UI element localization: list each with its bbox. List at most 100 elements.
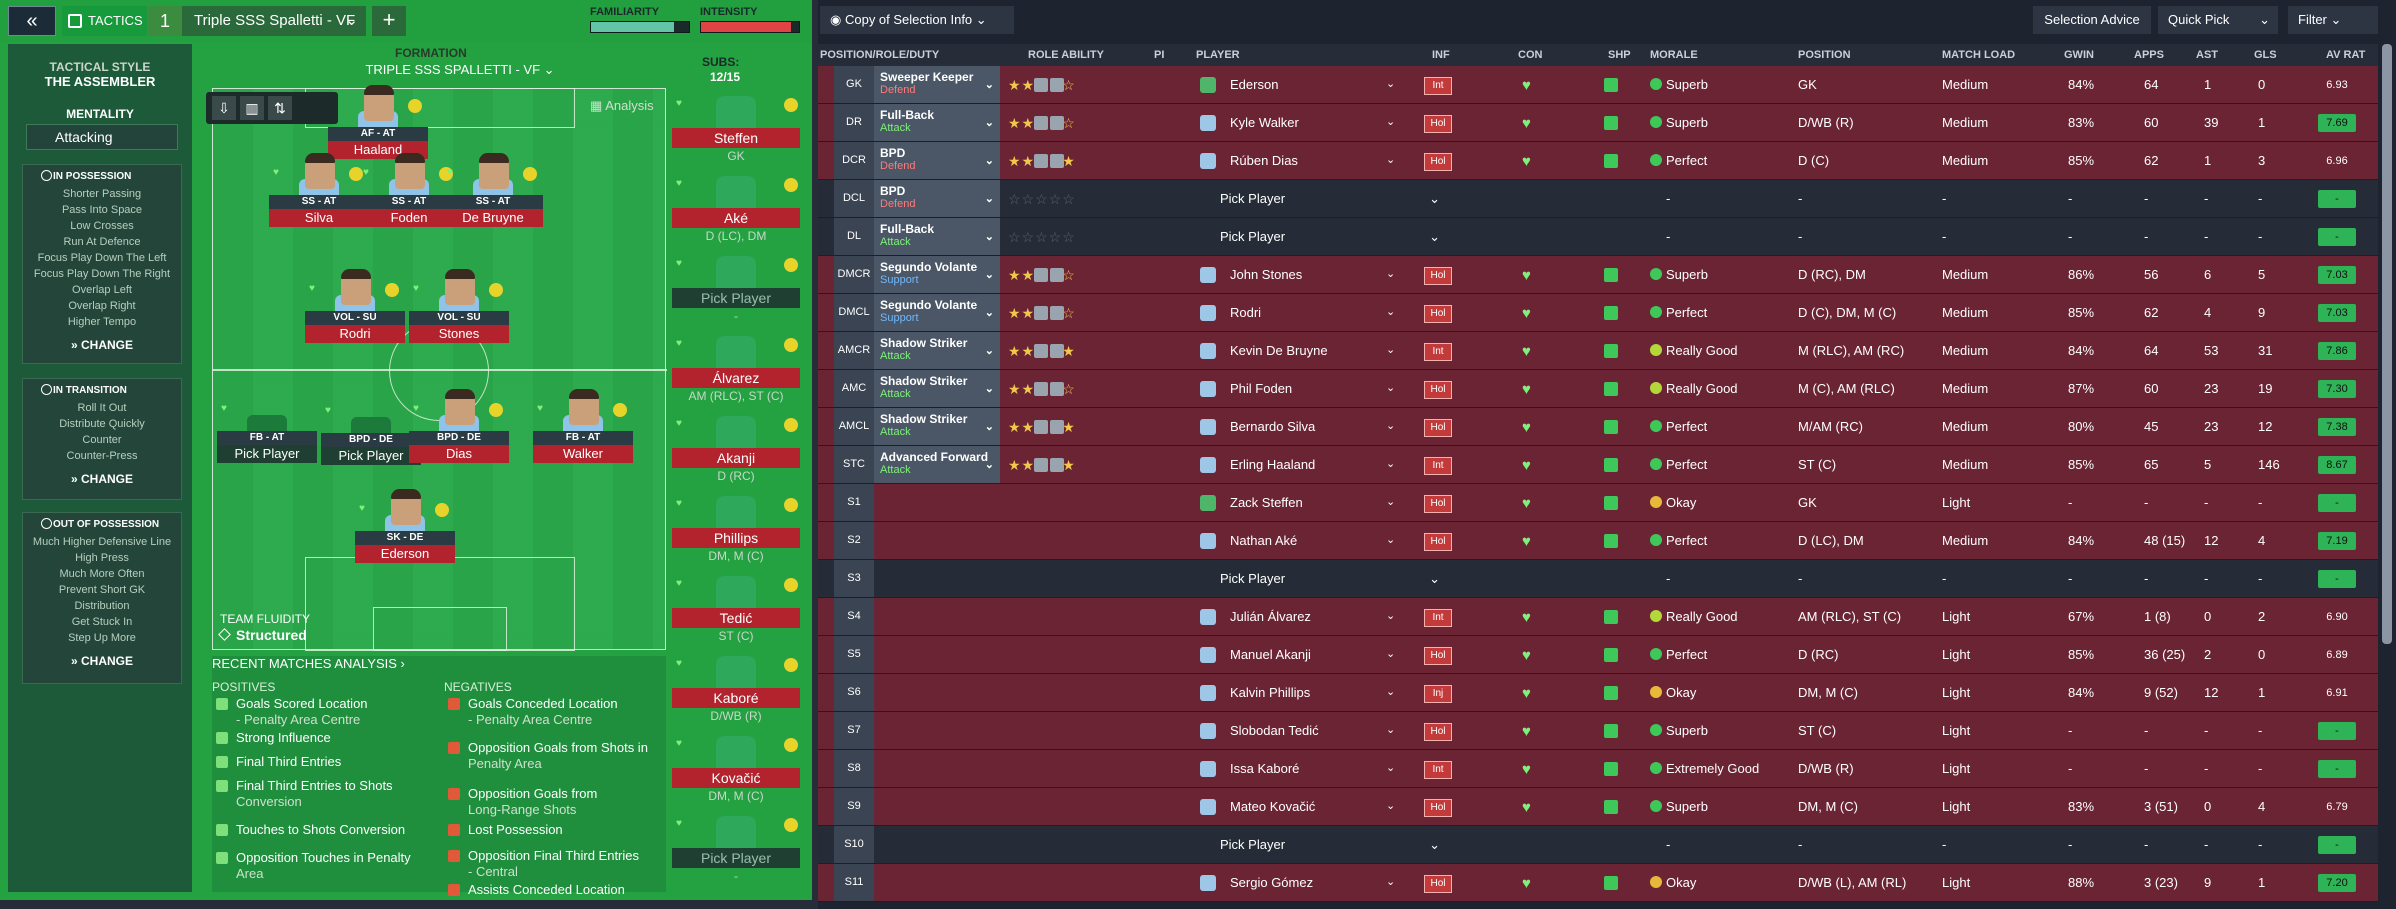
chevron-down-icon[interactable]: ⌄ — [1386, 154, 1396, 166]
sub-name[interactable]: Phillips — [672, 528, 800, 548]
player-instructions-icon[interactable] — [1050, 116, 1064, 130]
table-row[interactable]: S3 Pick Player ⌄ - - - - - - - - — [818, 560, 2378, 598]
sub-player[interactable]: ♥ Steffen GK — [672, 96, 800, 170]
change-out-of-possession-button[interactable]: » CHANGE — [70, 654, 134, 668]
quick-pick-button[interactable]: Quick Pick ⌄ — [2158, 6, 2278, 34]
column-header[interactable]: MATCH LOAD — [1942, 49, 2016, 61]
pick-player-select[interactable]: Pick Player ⌄ — [1220, 571, 1440, 586]
player-name[interactable]: John Stones — [1230, 267, 1303, 282]
team-fluidity-value[interactable]: Structured — [218, 627, 307, 643]
sub-name[interactable]: Pick Player — [672, 288, 800, 308]
pick-player-select[interactable]: Pick Player ⌄ — [1220, 837, 1440, 852]
column-header[interactable]: AST — [2196, 49, 2218, 61]
positive-item[interactable]: Strong Influence — [236, 730, 331, 746]
positive-item[interactable]: Opposition Touches in Penalty Area — [236, 850, 411, 882]
role-duty-select[interactable]: Sweeper Keeper Defend ⌄ — [874, 66, 1000, 103]
mentality-select[interactable]: Attacking — [26, 124, 178, 150]
tactic-slot-number[interactable]: 1 — [148, 6, 182, 36]
table-row[interactable]: S8 Issa Kaboré ⌄ Int ♥ Extremely Good D/WB (R)… — [818, 750, 2378, 788]
player-name[interactable]: Kalvin Phillips — [1230, 685, 1311, 700]
sub-name[interactable]: Aké — [672, 208, 800, 228]
player-name[interactable]: Pick Player — [217, 445, 317, 463]
player-name[interactable]: Dias — [409, 445, 509, 463]
pick-player-select[interactable]: Pick Player ⌄ — [1220, 191, 1440, 206]
sub-player[interactable]: ♥ Kaboré D/WB (R) — [672, 656, 800, 730]
player-instructions-icon[interactable] — [1050, 78, 1064, 92]
chevron-down-icon[interactable]: ⌄ — [1386, 800, 1396, 812]
chevron-down-icon[interactable]: ⌄ — [1386, 648, 1396, 660]
role-duty-select[interactable]: Advanced Forward Attack ⌄ — [874, 446, 1000, 483]
table-row[interactable]: S9 Mateo Kovačić ⌄ Hol ♥ Superb DM, M (C) Light… — [818, 788, 2378, 826]
change-in-transition-button[interactable]: » CHANGE — [70, 472, 134, 486]
chevron-down-icon[interactable]: ⌄ — [1386, 344, 1396, 356]
player-name[interactable]: Ederson — [1230, 77, 1279, 92]
player-instructions-icon[interactable] — [1050, 420, 1064, 434]
chevron-down-icon[interactable]: ⌄ — [1386, 420, 1396, 432]
view-select[interactable]: ◉ Copy of Selection Info ⌄ — [820, 6, 1014, 34]
player-name[interactable]: Sergio Gómez — [1230, 875, 1314, 890]
player-name[interactable]: Stones — [409, 325, 509, 343]
sub-name[interactable]: Álvarez — [672, 368, 800, 388]
sub-player[interactable]: ♥ Aké D (LC), DM — [672, 176, 800, 250]
column-header[interactable]: POSITION/ROLE/DUTY — [820, 49, 940, 61]
intensity-bar[interactable] — [700, 21, 800, 33]
role-duty-select[interactable]: Full-Back Attack ⌄ — [874, 104, 1000, 141]
player-name[interactable]: Rodri — [305, 325, 405, 343]
player-instructions-icon[interactable] — [1050, 268, 1064, 282]
negative-item[interactable]: Assists Conceded Location — [468, 882, 625, 898]
table-row[interactable]: S2 Nathan Aké ⌄ Hol ♥ Perfect D (LC), DM Medium… — [818, 522, 2378, 560]
table-row[interactable]: S11 Sergio Gómez ⌄ Hol ♥ Okay D/WB (L), AM (RL… — [818, 864, 2378, 902]
sub-player[interactable]: ♥ Pick Player - — [672, 256, 800, 330]
negative-item[interactable]: Opposition Goals from Long-Range Shots — [468, 786, 597, 818]
selection-advice-button[interactable]: Selection Advice — [2033, 6, 2151, 34]
negative-item[interactable]: Opposition Final Third Entries - Central — [468, 848, 639, 880]
player-name[interactable]: Mateo Kovačić — [1230, 799, 1316, 814]
sub-name[interactable]: Steffen — [672, 128, 800, 148]
chevron-down-icon[interactable]: ⌄ — [1386, 116, 1396, 128]
player-name[interactable]: Kevin De Bruyne — [1230, 343, 1328, 358]
table-row[interactable]: S1 Zack Steffen ⌄ Hol ♥ Okay GK Light - - - - - — [818, 484, 2378, 522]
sub-player[interactable]: ♥ Akanji D (RC) — [672, 416, 800, 490]
back-button[interactable]: « — [8, 6, 56, 36]
download-icon[interactable]: ⇩ — [212, 96, 236, 120]
negative-item[interactable]: Opposition Goals from Shots in Penalty Ar… — [468, 740, 648, 772]
table-row[interactable]: DL Full-Back Attack ⌄ ☆☆☆☆☆ Pick Player ⌄ - - - - -… — [818, 218, 2378, 256]
tactical-style-select[interactable]: THE ASSEMBLER — [44, 74, 156, 89]
stats-icon[interactable]: ▥ — [240, 96, 264, 120]
table-row[interactable]: S7 Slobodan Tedić ⌄ Hol ♥ Superb ST (C) Light - -… — [818, 712, 2378, 750]
chevron-down-icon[interactable]: ⌄ — [1386, 382, 1396, 394]
player-instructions-icon[interactable] — [1050, 154, 1064, 168]
player-instructions-icon[interactable] — [1050, 306, 1064, 320]
chevron-down-icon[interactable]: ⌄ — [1386, 686, 1396, 698]
sub-player[interactable]: ♥ Kovačić DM, M (C) — [672, 736, 800, 810]
chevron-down-icon[interactable]: ⌄ — [1386, 268, 1396, 280]
negative-item[interactable]: Lost Possession — [468, 822, 563, 838]
column-header[interactable]: GWIN — [2064, 49, 2094, 61]
column-header[interactable]: GLS — [2254, 49, 2277, 61]
player-instructions-icon[interactable] — [1034, 306, 1048, 320]
player-instructions-icon[interactable] — [1050, 344, 1064, 358]
tab-tactics[interactable]: TACTICS — [62, 6, 147, 36]
player-instructions-icon[interactable] — [1034, 458, 1048, 472]
chevron-down-icon[interactable]: ⌄ — [1386, 762, 1396, 774]
table-row[interactable]: S10 Pick Player ⌄ - - - - - - - - — [818, 826, 2378, 864]
chevron-down-icon[interactable]: ⌄ — [1386, 496, 1396, 508]
player-name[interactable]: Manuel Akanji — [1230, 647, 1311, 662]
column-header[interactable]: ROLE ABILITY — [1028, 49, 1104, 61]
chevron-down-icon[interactable]: ⌄ — [1386, 306, 1396, 318]
player-instructions-icon[interactable] — [1034, 382, 1048, 396]
positive-item[interactable]: Final Third Entries to Shots Conversion — [236, 778, 393, 810]
role-duty-select[interactable]: Shadow Striker Attack ⌄ — [874, 332, 1000, 369]
chevron-down-icon[interactable]: ⌄ — [1386, 610, 1396, 622]
player-instructions-icon[interactable] — [1034, 78, 1048, 92]
formation-select[interactable]: TRIPLE SSS SPALLETTI - VF ⌄ — [365, 62, 555, 77]
player-name[interactable]: Erling Haaland — [1230, 457, 1316, 472]
player-name[interactable]: Slobodan Tedić — [1230, 723, 1319, 738]
sub-player[interactable]: ♥ Tedić ST (C) — [672, 576, 800, 650]
